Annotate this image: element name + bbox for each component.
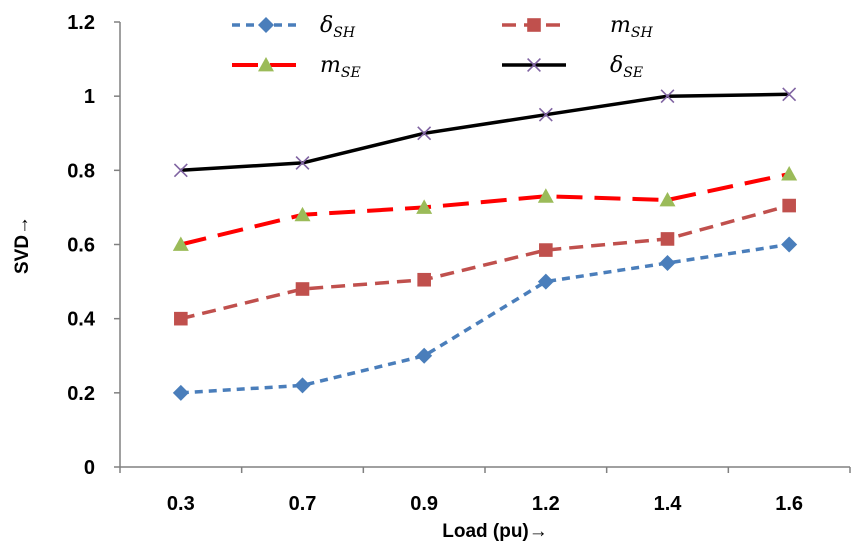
legend-label: δSH: [320, 13, 356, 41]
y-axis-title: SVD→: [12, 216, 33, 274]
x-axis-title: Load (pu)→: [442, 521, 548, 542]
series-2: [172, 166, 798, 251]
axes: [119, 22, 850, 468]
series-0: [172, 236, 798, 401]
legend-entry-1: mSH: [502, 13, 653, 41]
series-line: [180, 242, 790, 395]
diamond-marker: [294, 377, 311, 394]
legend-entry-0: δSH: [232, 13, 356, 41]
series-line: [180, 92, 790, 173]
series-layer: [172, 87, 798, 401]
square-marker: [527, 18, 541, 32]
x-marker: [295, 155, 310, 170]
x-tick-label: 0.9: [410, 493, 438, 515]
square-marker: [660, 232, 675, 246]
x-marker: [538, 107, 553, 122]
diamond-marker: [172, 384, 189, 401]
legend-label: mSE: [320, 53, 361, 81]
triangle-marker: [781, 166, 798, 181]
x-tick-label: 1.4: [654, 493, 683, 515]
diamond-marker: [416, 347, 433, 364]
series-3: [173, 87, 797, 178]
series-line: [180, 203, 790, 321]
triangle-marker: [416, 199, 433, 214]
series-line: [180, 172, 790, 247]
y-tick-label: 0: [84, 457, 95, 479]
legend-label: mSH: [610, 13, 653, 41]
square-marker: [174, 311, 188, 326]
x-marker: [527, 58, 541, 72]
triangle-marker: [537, 188, 554, 203]
x-marker: [417, 126, 432, 141]
y-tick-label: 0.8: [67, 160, 95, 182]
y-tick-label: 0.6: [67, 235, 95, 257]
square-marker: [782, 198, 796, 213]
x-tick-label: 1.2: [532, 493, 560, 515]
y-tick-label: 0.2: [67, 383, 95, 405]
triangle-marker: [294, 206, 311, 222]
square-marker: [295, 282, 310, 296]
legend-entry-3: δSE: [502, 53, 643, 81]
legend: δSH mSH mSE δSE: [232, 13, 653, 81]
x-marker: [173, 163, 188, 178]
series-1: [174, 198, 796, 326]
legend-label: δSE: [610, 53, 643, 81]
triangle-marker: [172, 236, 189, 251]
triangle-marker: [659, 192, 676, 207]
x-tick-labels: 0.3 0.7 0.9 1.2 1.4 1.6: [119, 467, 851, 515]
legend-entry-2: mSE: [232, 53, 361, 81]
y-tick-label: 1.2: [67, 12, 95, 34]
diamond-marker: [537, 273, 554, 290]
y-tick-label: 1: [84, 86, 95, 108]
square-marker: [539, 243, 553, 257]
x-marker: [660, 89, 675, 104]
diamond-marker: [659, 255, 676, 272]
x-marker: [782, 87, 797, 102]
y-tick-label: 0.4: [67, 309, 96, 331]
x-tick-label: 0.7: [289, 493, 317, 515]
diamond-marker: [258, 17, 274, 33]
x-tick-label: 1.6: [775, 493, 803, 515]
triangle-marker: [258, 57, 274, 72]
x-tick-label: 0.3: [167, 493, 195, 515]
y-tick-labels: 0 0.2 0.4 0.6 0.8 1 1.2: [67, 12, 120, 479]
square-marker: [417, 272, 431, 287]
diamond-marker: [781, 236, 798, 253]
